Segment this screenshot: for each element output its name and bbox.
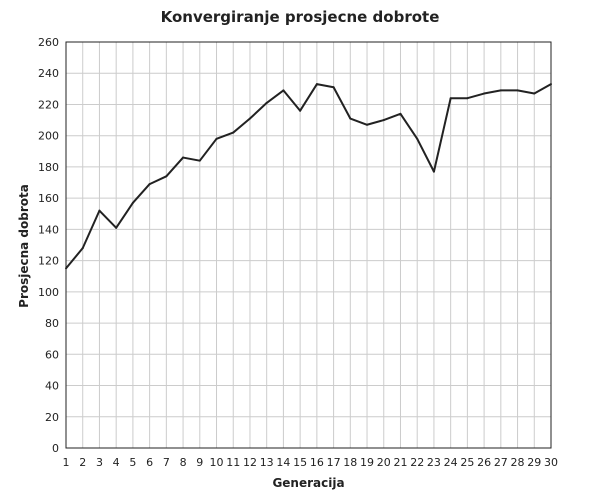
y-tick-label: 140 [38,223,59,236]
data-point [315,83,318,86]
data-point [282,89,285,92]
x-axis-label: Generacija [272,476,345,490]
data-point [432,170,435,173]
y-tick-label: 60 [45,348,59,361]
x-tick-label: 2 [79,456,86,469]
data-point [466,97,469,100]
x-tick-label: 6 [146,456,153,469]
x-tick-label: 24 [444,456,458,469]
y-tick-label: 40 [45,380,59,393]
x-tick-label: 18 [343,456,357,469]
x-tick-label: 29 [527,456,541,469]
x-tick-label: 26 [477,456,491,469]
data-point [349,117,352,120]
x-tick-label: 14 [276,456,290,469]
x-tick-label: 15 [293,456,307,469]
axis-ticks: 1 2 3 4 5 6 7 8 9 10 11 12 13 14 15 16 17 18 19 20 21 22 23 24 2… [38,36,558,469]
data-point [499,89,502,92]
y-tick-label: 120 [38,255,59,268]
data-point [533,92,536,95]
y-tick-label: 80 [45,317,59,330]
x-tick-label: 23 [427,456,441,469]
y-tick-label: 200 [38,130,59,143]
y-tick-label: 220 [38,98,59,111]
data-point [399,112,402,115]
data-point [81,247,84,250]
x-tick-label: 27 [494,456,508,469]
data-point [366,123,369,126]
data-point [299,109,302,112]
data-point [516,89,519,92]
x-tick-label: 28 [511,456,525,469]
x-tick-label: 30 [544,456,558,469]
grid [65,41,552,449]
x-tick-label: 25 [460,456,474,469]
x-tick-label: 20 [377,456,391,469]
data-point [232,131,235,134]
x-tick-label: 5 [129,456,136,469]
y-tick-label: 100 [38,286,59,299]
data-point [98,209,101,212]
data-point [416,137,419,140]
data-point [182,156,185,159]
x-tick-label: 10 [210,456,224,469]
data-point [449,97,452,100]
x-tick-label: 12 [243,456,257,469]
x-tick-label: 19 [360,456,374,469]
y-tick-label: 180 [38,161,59,174]
x-tick-label: 9 [196,456,203,469]
series-layer [65,83,552,270]
y-tick-label: 0 [52,442,59,455]
data-point [382,119,385,122]
x-tick-label: 7 [163,456,170,469]
plot-frame [65,41,552,449]
series-line [65,83,552,270]
data-point [115,226,118,229]
x-tick-label: 11 [226,456,240,469]
data-point [165,175,168,178]
data-point [148,183,151,186]
data-point [131,201,134,204]
x-tick-label: 8 [180,456,187,469]
data-point [332,86,335,89]
x-tick-label: 13 [260,456,274,469]
data-point [483,92,486,95]
x-tick-label: 22 [410,456,424,469]
chart-title: Konvergiranje prosjecne dobrote [160,8,440,26]
x-tick-label: 4 [113,456,120,469]
data-point [265,101,268,104]
data-point [248,117,251,120]
x-tick-label: 16 [310,456,324,469]
y-tick-label: 240 [38,67,59,80]
y-tick-label: 260 [38,36,59,49]
data-point [198,159,201,162]
x-tick-label: 17 [327,456,341,469]
data-point [215,137,218,140]
y-tick-label: 160 [38,192,59,205]
x-tick-label: 1 [63,456,70,469]
x-tick-label: 21 [393,456,407,469]
x-tick-label: 3 [96,456,103,469]
y-tick-label: 20 [45,411,59,424]
